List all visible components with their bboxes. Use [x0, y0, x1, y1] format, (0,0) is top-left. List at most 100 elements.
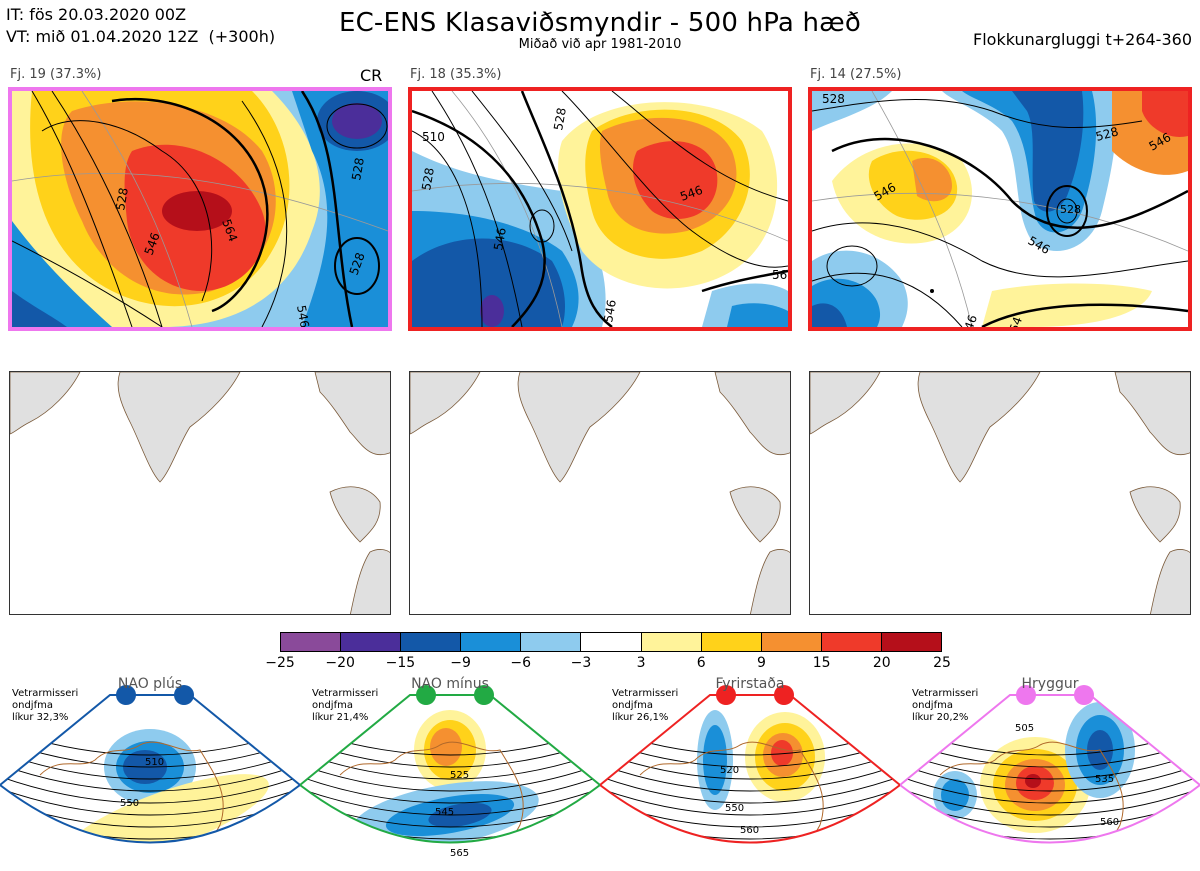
colorbar-tick-label: −20 [325, 655, 355, 671]
cluster-2-contour-label: 528 [551, 107, 569, 132]
colorbar-segment [881, 633, 942, 651]
cluster-2-contour-label: 56 [772, 268, 787, 282]
colorbar-tick-label: −9 [450, 655, 471, 671]
init-time: IT: fös 20.03.2020 00Z [6, 5, 187, 24]
regime-probability-note: Vetrarmisseri ondjfma líkur 21,4% [312, 688, 378, 724]
regime-note-line: líkur 20,2% [912, 712, 969, 723]
regime-map: 520 550 560 [600, 685, 900, 844]
cluster-3-contour-label: 528 [1094, 124, 1120, 143]
colorbar-tick-label: 20 [872, 655, 891, 671]
empty-map-3 [809, 371, 1191, 615]
regime-note-line: ondjfma [612, 700, 653, 711]
regime-marker-dot [416, 685, 436, 705]
cluster-map-2-svg: 528 510 528 546 546 546 56 [412, 91, 788, 327]
regime-probability-note: Vetrarmisseri ondjfma líkur 32,3% [12, 688, 78, 724]
regime-marker-dot [474, 685, 494, 705]
colorbar-segment [521, 633, 582, 651]
colorbar-segment [281, 633, 342, 651]
regime-name: Fyrirstaða [715, 676, 785, 692]
regime-note-line: ondjfma [912, 700, 953, 711]
regime-note-line: líkur 21,4% [312, 712, 369, 723]
regime-contour-label: 550 [120, 798, 139, 809]
valid-time: VT: mið 01.04.2020 12Z (+300h) [6, 27, 276, 46]
regime-probability-note: Vetrarmisseri ondjfma líkur 20,2% [912, 688, 978, 724]
colorbar-segment [761, 633, 822, 651]
page-subtitle: Miðað við apr 1981-2010 [518, 37, 682, 52]
regime-note-line: ondjfma [12, 700, 53, 711]
regime-marker-dot [774, 685, 794, 705]
empty-map-2-svg [410, 372, 790, 614]
colorbar-tick-label: −6 [510, 655, 532, 671]
regime-name: NAO plús [117, 676, 183, 692]
empty-map-1-svg [10, 372, 390, 614]
regime-marker-dot [116, 685, 136, 705]
colorbar [280, 632, 942, 652]
colorbar-segment [701, 633, 762, 651]
regime-map: 510 550 [0, 685, 300, 844]
regime-note-line: Vetrarmisseri [912, 688, 979, 699]
cluster-3-contour-label: 528 [1060, 203, 1081, 216]
cluster-1-contour-label: 546 [294, 304, 312, 327]
header-info: IT: fös 20.03.2020 00Z VT: mið 01.04.202… [6, 4, 275, 48]
cluster-1-cr-marker: CR [360, 66, 383, 85]
cluster-1-contour-label: 528 [349, 157, 367, 182]
cluster-2-contour-label: 528 [419, 167, 437, 192]
regime-note-line: ondjfma [312, 700, 353, 711]
colorbar-segment [581, 633, 642, 651]
classification-window: Flokkunargluggi t+264-360 [973, 30, 1192, 49]
colorbar-tick-label: 25 [933, 655, 951, 671]
empty-map-2 [409, 371, 791, 615]
regime-panel: 510 550 NAO plús Vetrarmisseri ondjfma líkur … [0, 675, 300, 871]
cluster-map-2: 528 510 528 546 546 546 56 [408, 87, 792, 331]
regime-panel: 505 535 560 Hryggur Vetrarmisseri ondjfma líku… [900, 675, 1200, 871]
regime-contour-label: 560 [1100, 817, 1119, 828]
cluster-3-contour-label: 46 [962, 313, 980, 327]
regime-map: 505 535 560 [900, 685, 1200, 844]
regime-map: 525 545 565 [300, 685, 600, 859]
cluster-3-label: Fj. 14 (27.5%) [810, 67, 902, 82]
regime-note-line: Vetrarmisseri [612, 688, 679, 699]
cluster-map-1-svg: 528 546 564 546 528 528 [12, 91, 388, 327]
regime-contour-label: 520 [720, 765, 739, 776]
cluster-map-3-svg: 528 546 528 546 528 546 46 54 [812, 91, 1188, 327]
regime-note-line: líkur 26,1% [612, 712, 669, 723]
regime-marker-dot [1074, 685, 1094, 705]
colorbar-tick-label: 3 [636, 655, 646, 671]
colorbar-segment [461, 633, 522, 651]
regime-probability-note: Vetrarmisseri ondjfma líkur 26,1% [612, 688, 678, 724]
cluster-2-contour-label: 510 [422, 130, 445, 144]
colorbar-tick-label: 6 [696, 655, 706, 671]
regime-contour-label: 505 [1015, 723, 1034, 734]
regime-note-line: Vetrarmisseri [12, 688, 79, 699]
regime-panel: 520 550 560 Fyrirstaða Vetrarmisseri ondjfma l… [600, 675, 900, 871]
regime-name: NAO mínus [411, 676, 489, 692]
empty-map-3-svg [810, 372, 1190, 614]
regime-contour-label: 545 [435, 807, 454, 818]
colorbar-segment [641, 633, 702, 651]
colorbar-segment [341, 633, 402, 651]
regime-contour-label: 550 [725, 803, 744, 814]
regime-marker-dot [1016, 685, 1036, 705]
regime-panel: 525 545 565 NAO mínus Vetrarmisseri ondjfma lí… [300, 675, 600, 871]
cluster-1-contour-label: 528 [113, 187, 131, 212]
regime-marker-dot [174, 685, 194, 705]
colorbar-tick-label: −15 [385, 655, 416, 671]
colorbar-tick-label: 9 [756, 655, 766, 671]
regime-note-line: líkur 32,3% [12, 712, 69, 723]
regime-contour-label: 525 [450, 770, 469, 781]
colorbar-segment [401, 633, 462, 651]
cluster-1-label: Fj. 19 (37.3%) [10, 67, 102, 82]
regime-name: Hryggur [1021, 676, 1079, 692]
regime-marker-dot [716, 685, 736, 705]
regime-contour-label: 535 [1095, 774, 1114, 785]
cluster-2-contour-label: 546 [491, 227, 509, 252]
colorbar-tick-label: −25 [265, 655, 295, 671]
cluster-2-label: Fj. 18 (35.3%) [410, 67, 502, 82]
regime-note-line: Vetrarmisseri [312, 688, 379, 699]
page-title: EC-ENS Klasaviðsmyndir - 500 hPa hæð [338, 8, 862, 38]
cluster-map-1: 528 546 564 546 528 528 [8, 87, 392, 331]
regime-contour-label: 510 [145, 757, 164, 768]
empty-map-1 [9, 371, 391, 615]
regime-contour-label: 565 [450, 848, 469, 859]
cluster-2-contour-label: 546 [601, 299, 619, 324]
